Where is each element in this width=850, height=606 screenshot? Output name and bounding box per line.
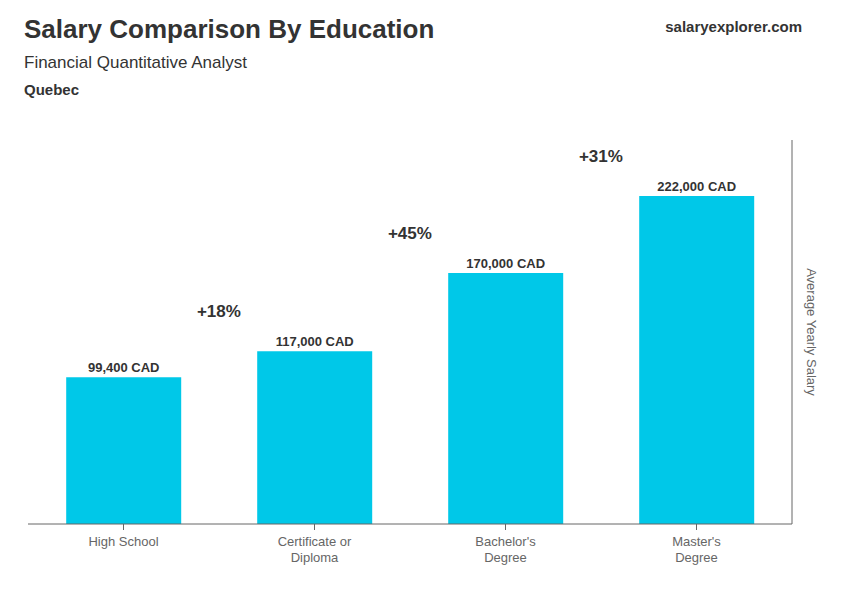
svg-text:99,400 CAD: 99,400 CAD (88, 360, 160, 375)
svg-text:170,000 CAD: 170,000 CAD (466, 256, 545, 271)
html-text:salary explorer.com: salary explorer.com (665, 18, 802, 35)
svg-text:Average Yearly Salary: Average Yearly Salary (804, 268, 819, 396)
svg-text:Master'sDegree: Master'sDegree (672, 534, 721, 565)
svg-text:Certificate orDiploma: Certificate orDiploma (278, 534, 352, 565)
html-text:Financial Quantitative Analyst: Financial Quantitative Analyst (24, 53, 247, 72)
svg-text:222,000 CAD: 222,000 CAD (657, 179, 736, 194)
svg-text:+18%: +18% (197, 302, 241, 321)
svg-text:High School: High School (88, 534, 158, 549)
svg-text:+45%: +45% (388, 224, 432, 243)
svg-text:Bachelor'sDegree: Bachelor'sDegree (475, 534, 536, 565)
svg-text:+31%: +31% (579, 147, 623, 166)
svg-text:117,000 CAD: 117,000 CAD (276, 334, 354, 349)
html-text:Salary Comparison By Education: Salary Comparison By Education (24, 14, 435, 44)
html-text:Quebec: Quebec (24, 81, 79, 98)
